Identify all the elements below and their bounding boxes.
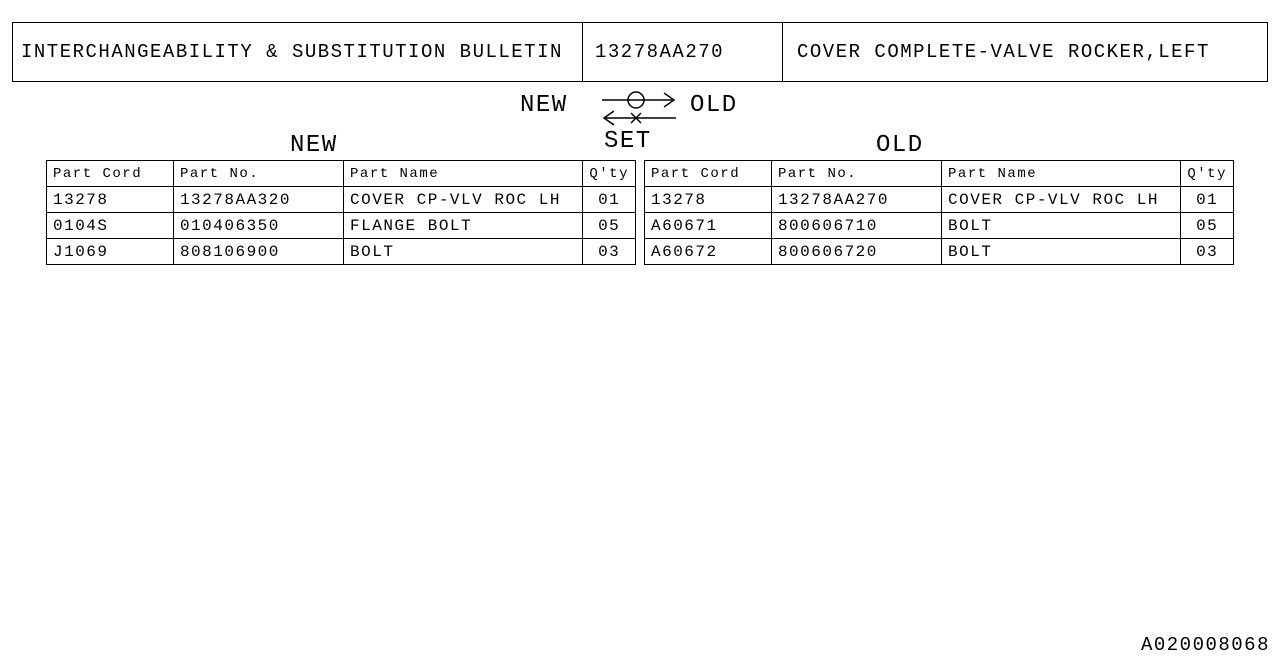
cell-part-no: 808106900 [173,239,343,265]
table-header-row: Part Cord Part No. Part Name Q'ty [645,161,1234,187]
col-part-name: Part Name [344,161,583,187]
header-part-number: 13278AA270 [583,23,783,81]
cell-part-cord: 13278 [47,187,174,213]
old-table: Part Cord Part No. Part Name Q'ty 13278 … [644,160,1234,265]
exchange-old-label: OLD [690,92,738,119]
new-table: Part Cord Part No. Part Name Q'ty 13278 … [46,160,636,265]
section-label-new: NEW [290,132,338,159]
col-part-no: Part No. [771,161,941,187]
section-labels: NEW SET OLD [0,132,1280,160]
cell-part-no: 800606710 [771,213,941,239]
cell-part-no: 010406350 [173,213,343,239]
col-part-name: Part Name [942,161,1181,187]
cell-part-name: BOLT [942,239,1181,265]
cell-part-cord: A60671 [645,213,772,239]
cell-part-cord: 0104S [47,213,174,239]
cell-qty: 05 [583,213,636,239]
table-row: A60672 800606720 BOLT 03 [645,239,1234,265]
cell-qty: 03 [1181,239,1234,265]
section-label-old: OLD [876,132,924,159]
cell-part-cord: A60672 [645,239,772,265]
table-row: A60671 800606710 BOLT 05 [645,213,1234,239]
table-header-row: Part Cord Part No. Part Name Q'ty [47,161,636,187]
exchange-diagram: NEW OLD [0,88,1280,132]
cell-part-no: 800606720 [771,239,941,265]
footer-id: A020008068 [1141,634,1270,656]
cell-part-name: COVER CP-VLV ROC LH [942,187,1181,213]
cell-part-cord: 13278 [645,187,772,213]
cell-qty: 05 [1181,213,1234,239]
table-row: 13278 13278AA320 COVER CP-VLV ROC LH 01 [47,187,636,213]
table-row: 13278 13278AA270 COVER CP-VLV ROC LH 01 [645,187,1234,213]
cell-part-cord: J1069 [47,239,174,265]
header-description: COVER COMPLETE-VALVE ROCKER,LEFT [783,23,1267,81]
cell-part-name: BOLT [942,213,1181,239]
cell-part-no: 13278AA270 [771,187,941,213]
table-row: 0104S 010406350 FLANGE BOLT 05 [47,213,636,239]
col-part-cord: Part Cord [47,161,174,187]
cell-part-no: 13278AA320 [173,187,343,213]
col-qty: Q'ty [1181,161,1234,187]
cell-part-name: FLANGE BOLT [344,213,583,239]
cell-part-name: BOLT [344,239,583,265]
cell-qty: 01 [583,187,636,213]
col-part-cord: Part Cord [645,161,772,187]
cell-qty: 01 [1181,187,1234,213]
cell-part-name: COVER CP-VLV ROC LH [344,187,583,213]
header-row: INTERCHANGEABILITY & SUBSTITUTION BULLET… [12,22,1268,82]
header-title: INTERCHANGEABILITY & SUBSTITUTION BULLET… [13,23,583,81]
table-row: J1069 808106900 BOLT 03 [47,239,636,265]
cell-qty: 03 [583,239,636,265]
col-part-no: Part No. [173,161,343,187]
tables-wrap: Part Cord Part No. Part Name Q'ty 13278 … [46,160,1234,265]
col-qty: Q'ty [583,161,636,187]
section-label-set: SET [604,128,652,155]
exchange-new-label: NEW [520,92,568,119]
